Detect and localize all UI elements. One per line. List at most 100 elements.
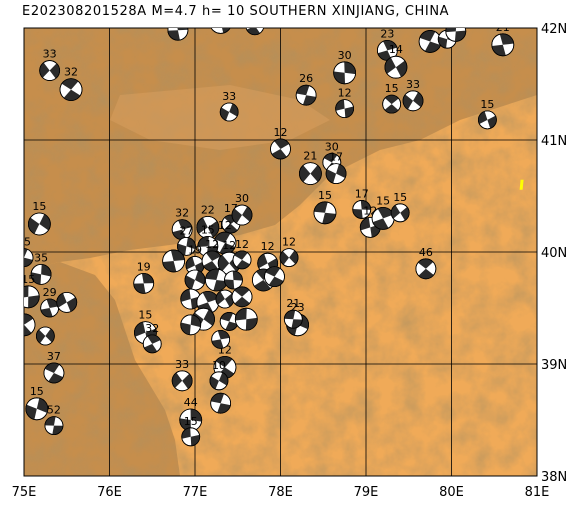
focal-mechanism-beachball: 21 — [283, 297, 303, 329]
focal-mechanism-beachball: 15 — [181, 415, 201, 447]
beachball-outline — [35, 326, 55, 346]
beachball-compression — [196, 217, 208, 234]
beachball-compression — [36, 329, 46, 344]
event-depth-label: 44 — [184, 396, 198, 409]
beachball-compression — [167, 30, 180, 41]
beachball-compression — [360, 217, 371, 231]
focal-mechanism-beachball: 32 — [171, 207, 193, 241]
beachball-compression — [185, 275, 195, 290]
focal-mechanism-beachball: 33 — [171, 358, 193, 392]
focal-mechanism-beachball: 21 — [491, 28, 515, 57]
beachball-compression — [377, 207, 394, 219]
beachball-outline — [24, 285, 40, 309]
focal-mechanism-beachball: 35 — [30, 251, 52, 285]
focal-mechanism-beachball: 33 — [402, 78, 424, 112]
beachball-outline — [133, 272, 155, 294]
beachball-outline — [27, 212, 51, 236]
beachball-compression — [310, 165, 322, 182]
event-depth-label: 30 — [235, 192, 249, 205]
beachball-outline — [224, 270, 243, 290]
beachball-outline — [445, 28, 467, 42]
event-depth-label: 29 — [43, 286, 57, 299]
beachball-outline — [43, 362, 65, 384]
beachball-outline — [210, 392, 232, 414]
beachball-compression — [28, 217, 40, 234]
latitude-tick-label: 40N — [541, 246, 567, 261]
event-depth-label: 10 — [212, 359, 226, 372]
beachball-outline — [210, 28, 231, 34]
beachball-compression — [144, 343, 158, 353]
event-depth-label: 32 — [145, 322, 159, 335]
focal-mechanism-beachball: 46 — [415, 246, 437, 280]
focal-mechanism-beachball: 12 — [335, 87, 355, 119]
beachball-compression — [352, 208, 363, 219]
beachball-compression — [197, 236, 209, 247]
event-depth-label: 15 — [393, 191, 407, 204]
focal-mechanism-beachball: 26 — [295, 72, 317, 106]
beachball-outline — [283, 309, 303, 329]
beachball-compression — [222, 28, 231, 34]
event-depth-label: 14 — [389, 43, 403, 56]
focal-mechanism-beachball: 15 — [27, 200, 51, 236]
beachball-compression — [141, 273, 154, 284]
event-depth-label: 12 — [282, 236, 296, 249]
beachball-compression — [280, 251, 290, 265]
beachball-compression — [223, 224, 238, 233]
focal-mechanism-beachball — [219, 312, 239, 331]
latitude-tick-label: 38N — [541, 470, 567, 485]
beachball-outline — [279, 248, 299, 268]
beachball-compression — [268, 276, 284, 287]
beachball-compression — [289, 250, 299, 265]
event-depth-label: 15 — [376, 194, 390, 207]
focal-mechanism-beachball — [56, 291, 78, 313]
beachball-compression — [203, 260, 219, 271]
beachball-outline — [264, 266, 285, 288]
event-depth-label: 12 — [274, 126, 288, 139]
longitude-tick-label: 80E — [439, 485, 464, 500]
beachball-outline — [234, 307, 258, 331]
beachball-compression — [254, 280, 271, 292]
beachball-outline — [491, 33, 515, 57]
beachball-compression — [360, 200, 371, 210]
beachball-compression — [384, 95, 399, 105]
latitude-tick-label: 41N — [541, 134, 567, 149]
beachball-compression — [333, 71, 346, 84]
beachball-compression — [215, 356, 233, 368]
focal-mechanism-beachball — [231, 286, 253, 308]
beachball-compression — [234, 296, 250, 307]
beachball-outline — [167, 28, 189, 41]
beachball-outline — [478, 110, 497, 130]
beachball-outline — [333, 61, 357, 85]
beachball-compression — [203, 309, 215, 326]
beachball-compression — [417, 258, 434, 269]
beachball-compression — [257, 253, 268, 269]
focal-mechanism-beachball: 15 — [371, 194, 395, 230]
focal-mechanism-beachball: 22 — [196, 203, 220, 239]
focal-mechanism-beachball: 23 — [418, 17, 442, 53]
event-depth-label: 15 — [184, 415, 198, 428]
event-depth-label: 12 — [338, 87, 352, 100]
beachball-compression — [41, 264, 52, 277]
beachball-compression — [323, 153, 338, 163]
beachball-compression — [52, 425, 63, 435]
event-depth-label: 17 — [329, 151, 343, 164]
event-depth-label: 33 — [175, 358, 189, 371]
beachball-compression — [403, 94, 414, 110]
beachball-outline — [382, 94, 402, 114]
event-depth-label: 12 — [222, 239, 236, 252]
beachball-compression — [224, 279, 235, 289]
beachball-compression — [245, 317, 258, 331]
beachball-outline — [209, 371, 229, 391]
beachball-compression — [66, 297, 77, 312]
beachball-compression — [413, 92, 424, 108]
focal-mechanism-beachball — [35, 326, 55, 346]
event-depth-label: 15 — [449, 8, 463, 21]
longitude-tick-label: 77E — [183, 485, 208, 500]
event-depth-label: 23 — [423, 17, 437, 30]
beachball-compression — [61, 78, 79, 90]
beachball-compression — [274, 138, 290, 149]
focal-mechanism-beachball: 15 — [25, 385, 49, 421]
focal-mechanism-beachball: 33 — [39, 48, 61, 81]
beachball-compression — [190, 409, 202, 422]
beachball-compression — [49, 63, 60, 79]
